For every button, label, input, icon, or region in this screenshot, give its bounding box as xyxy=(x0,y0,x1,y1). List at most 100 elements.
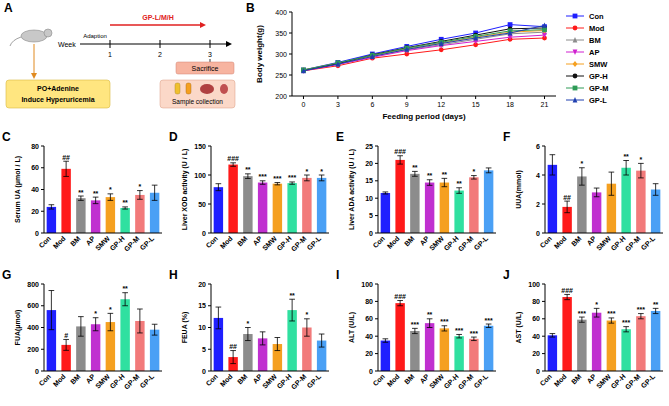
error-bar xyxy=(486,324,492,327)
y-tick xyxy=(375,301,378,302)
series-line xyxy=(303,38,544,71)
y-axis-title: FUA(μmol) xyxy=(14,310,22,346)
y-axis-title: Body weight(g) xyxy=(255,25,264,83)
significance: ** xyxy=(653,301,659,308)
x-tick-label: SMW xyxy=(261,372,278,389)
bar xyxy=(214,187,223,233)
induction-box xyxy=(6,80,110,108)
significance: *** xyxy=(637,306,645,313)
x-tick xyxy=(544,96,545,99)
error-bar xyxy=(108,313,114,330)
y-tick xyxy=(375,371,378,372)
error-bar xyxy=(108,194,114,201)
error-bar xyxy=(609,318,615,323)
x-axis xyxy=(211,233,329,234)
x-tick-label: 21 xyxy=(541,101,549,108)
error-bar xyxy=(623,161,629,176)
error-bar xyxy=(289,299,295,321)
treatment-arrow xyxy=(110,24,200,25)
y-tick-label: 100 xyxy=(528,281,540,288)
panel-letter: H xyxy=(169,268,178,282)
error-bar xyxy=(412,171,418,176)
y-tick-label: 100 xyxy=(361,281,373,288)
significance: ### xyxy=(394,293,406,300)
bar xyxy=(592,192,601,233)
bar xyxy=(651,190,660,234)
x-tick-label: GP-M xyxy=(457,373,475,391)
data-point xyxy=(301,68,306,73)
significance: ** xyxy=(93,190,99,197)
y-tick xyxy=(375,284,378,285)
y-tick xyxy=(41,189,44,190)
significance: ** xyxy=(412,164,418,171)
panel-letter: A xyxy=(4,1,13,15)
error-bar xyxy=(442,178,448,186)
bar xyxy=(440,328,449,371)
legend-key xyxy=(573,14,578,19)
legend-label: AP xyxy=(589,48,599,57)
x-tick-label: GP-L xyxy=(640,372,657,389)
data-point xyxy=(542,27,547,32)
error-bar xyxy=(397,156,403,164)
panel-4: FCon##Mod*BMAPSMW**GP-H*GP-MGP-L0246UUA(… xyxy=(503,130,663,253)
error-bar xyxy=(245,328,251,341)
y-tick xyxy=(542,371,545,372)
error-bar xyxy=(638,314,644,319)
y-tick-label: 5 xyxy=(202,346,206,353)
x-axis xyxy=(545,233,663,234)
bar xyxy=(120,208,129,233)
y-tick-label: 10 xyxy=(198,324,206,331)
bar xyxy=(410,174,419,233)
y-tick-label: 400 xyxy=(275,9,287,16)
panel-8: JCon###Mod***BM*AP***SMW***GP-H***GP-M**… xyxy=(503,268,663,391)
y-axis xyxy=(211,146,212,233)
error-bar xyxy=(122,207,128,209)
x-tick-label: BM xyxy=(69,235,82,248)
bar xyxy=(258,183,267,233)
y-tick-label: 60 xyxy=(532,315,540,322)
significance: * xyxy=(109,186,112,193)
tube-icon xyxy=(186,83,191,94)
significance: * xyxy=(94,310,97,317)
legend-key xyxy=(573,86,578,91)
bar xyxy=(273,184,282,233)
bar xyxy=(91,200,100,233)
error-bar xyxy=(579,317,585,322)
arrow-head xyxy=(226,41,232,47)
y-tick xyxy=(289,96,292,97)
significance: ** xyxy=(456,180,462,187)
x-tick-label: 3 xyxy=(336,101,340,108)
legend-key xyxy=(573,37,578,42)
y-tick xyxy=(375,146,378,147)
error-bar xyxy=(550,334,556,337)
significance: * xyxy=(640,156,643,163)
bar xyxy=(91,324,100,371)
y-tick xyxy=(542,204,545,205)
panel-2: DCon###Mod**BM***AP***SMW***GP-H*GP-M*GP… xyxy=(169,130,329,253)
plot-area xyxy=(381,301,494,371)
legend: ConModBMAPSMWGP-HGP-MGP-L xyxy=(566,12,609,105)
induction-text: PO+Adenine xyxy=(37,85,79,92)
x-tick-label: Mod xyxy=(219,373,234,388)
error-bar xyxy=(152,185,158,200)
y-tick-label: 250 xyxy=(275,72,287,79)
significance: # xyxy=(64,332,68,339)
legend-label: SMW xyxy=(589,60,608,69)
panel-letter: F xyxy=(503,130,510,144)
x-tick-label: GP-M xyxy=(457,235,475,253)
error-bar xyxy=(471,337,477,340)
arrow-head xyxy=(200,22,206,28)
y-tick xyxy=(375,215,378,216)
legend-label: Con xyxy=(589,12,604,21)
significance: *** xyxy=(485,317,493,324)
error-bar xyxy=(623,327,629,332)
x-tick-label: GP-M xyxy=(123,235,141,253)
error-bar xyxy=(383,339,389,342)
rat-head xyxy=(44,29,52,37)
panel-letter: J xyxy=(503,268,510,282)
week-number: 1 xyxy=(108,51,112,58)
y-tick-label: 10 xyxy=(365,195,373,202)
panel-6: HCon##Mod*BMAPSMW**GP-H*GP-MGP-L05101520… xyxy=(169,268,329,391)
bar xyxy=(76,198,85,233)
error-bar xyxy=(594,188,600,197)
